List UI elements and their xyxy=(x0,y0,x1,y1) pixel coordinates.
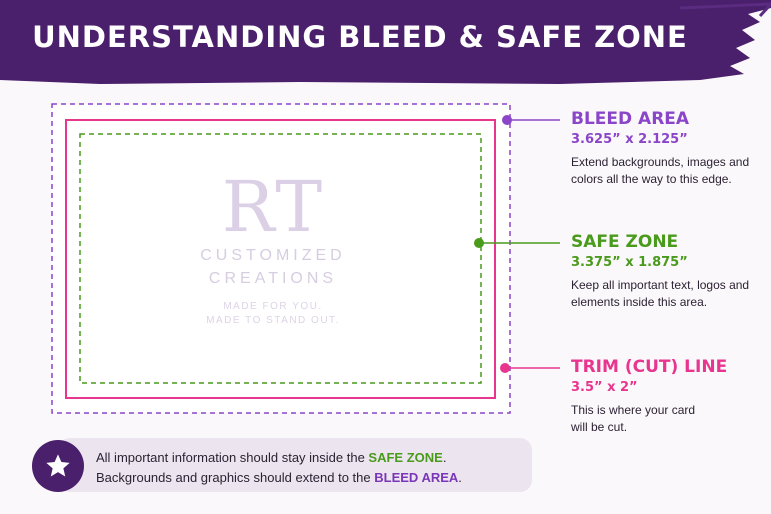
bleed-area-highlight: BLEED AREA xyxy=(374,470,459,485)
safe-dot xyxy=(474,238,484,248)
trim-description: This is where your card will be cut. xyxy=(571,403,696,434)
logo-monogram: RT xyxy=(221,166,325,248)
safe-zone-line xyxy=(79,133,482,384)
title-banner: UNDERSTANDING BLEED & SAFE ZONE xyxy=(0,0,771,84)
legend-bleed: BLEED AREA 3.625” x 2.125” Extend backgr… xyxy=(571,108,751,188)
logo-line-1: CUSTOMIZED xyxy=(200,247,346,264)
safe-zone-highlight: SAFE ZONE xyxy=(368,450,443,465)
legend-trim: TRIM (CUT) LINE 3.5” x 2” This is where … xyxy=(571,356,727,436)
safe-title: SAFE ZONE xyxy=(571,232,679,252)
legend-safe: SAFE ZONE 3.375” x 1.875” Keep all impor… xyxy=(571,231,751,311)
bleed-description: Extend backgrounds, images and colors al… xyxy=(571,155,750,186)
bleed-dot xyxy=(502,115,512,125)
safe-description: Keep all important text, logos and eleme… xyxy=(571,278,750,309)
tagline-1: MADE FOR YOU. xyxy=(223,301,323,312)
note-line-1: All important information should stay in… xyxy=(96,450,447,465)
bleed-size: 3.625” x 2.125” xyxy=(571,132,688,147)
card-logo: RT CUSTOMIZED CREATIONS MADE FOR YOU. MA… xyxy=(178,170,368,328)
trim-title: TRIM (CUT) LINE xyxy=(571,357,728,377)
brush-stroke-background xyxy=(0,0,771,84)
logo-line-2: CREATIONS xyxy=(208,270,338,287)
trim-line xyxy=(65,119,496,399)
page-title: UNDERSTANDING BLEED & SAFE ZONE xyxy=(32,20,688,54)
star-icon xyxy=(32,440,84,492)
safe-size: 3.375” x 1.875” xyxy=(571,255,688,270)
bleed-title: BLEED AREA xyxy=(571,109,690,129)
trim-size: 3.5” x 2” xyxy=(571,380,638,395)
tagline-2: MADE TO STAND OUT. xyxy=(206,315,340,326)
note-text: All important information should stay in… xyxy=(96,448,526,488)
bleed-line xyxy=(51,103,511,414)
trim-dot xyxy=(500,363,510,373)
note-line-2: Backgrounds and graphics should extend t… xyxy=(96,470,462,485)
card-area xyxy=(52,104,510,413)
info-note xyxy=(58,438,532,492)
